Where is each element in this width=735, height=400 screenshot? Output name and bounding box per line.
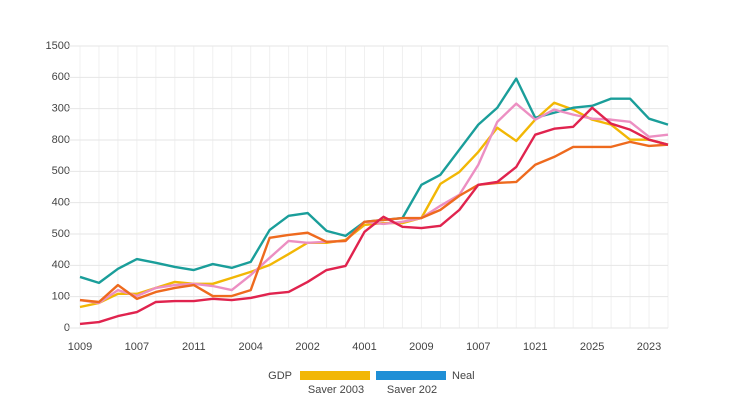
y-tick-label: 100 bbox=[52, 291, 70, 303]
x-tick-label: 1007 bbox=[125, 341, 149, 353]
y-tick-label: 800 bbox=[52, 134, 70, 146]
y-tick-label: 500 bbox=[52, 165, 70, 177]
y-tick-label: 1500 bbox=[46, 40, 70, 52]
series-line bbox=[79, 106, 669, 326]
x-tick-label: 2025 bbox=[580, 341, 604, 353]
x-tick-label: 2002 bbox=[295, 341, 319, 353]
series-line bbox=[79, 101, 669, 309]
legend-label: GDP bbox=[268, 370, 292, 382]
y-tick-label: 0 bbox=[64, 322, 70, 334]
legend-swatch bbox=[376, 371, 446, 380]
x-tick-label: 2009 bbox=[409, 341, 433, 353]
y-tick-label: 400 bbox=[52, 197, 70, 209]
x-tick-label: 2011 bbox=[182, 341, 206, 353]
x-tick-label: 2023 bbox=[637, 341, 661, 353]
series-line bbox=[79, 77, 669, 285]
x-tick-label: 1007 bbox=[466, 341, 490, 353]
legend-swatch bbox=[300, 371, 370, 380]
y-tick-label: 300 bbox=[52, 103, 70, 115]
legend-label: Neal bbox=[452, 370, 475, 382]
legend-entry: Saver 202 bbox=[387, 384, 437, 396]
x-tick-label: 2004 bbox=[238, 341, 262, 353]
x-tick-label: 4001 bbox=[352, 341, 376, 353]
series-line bbox=[79, 140, 669, 304]
x-tick-label: 1009 bbox=[68, 341, 92, 353]
x-tick-label: 1021 bbox=[523, 341, 547, 353]
y-tick-label: 400 bbox=[52, 259, 70, 271]
legend-entry: Saver 2003 bbox=[308, 384, 364, 396]
y-tick-label: 600 bbox=[52, 71, 70, 83]
y-tick-label: 500 bbox=[52, 228, 70, 240]
series-line bbox=[79, 102, 669, 305]
